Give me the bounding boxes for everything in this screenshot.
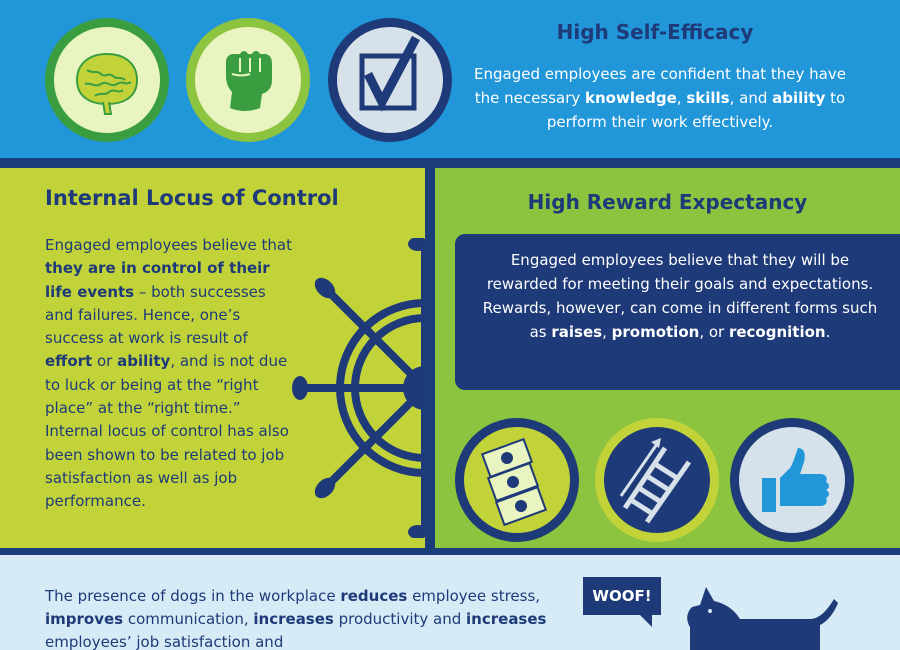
reward-box: Engaged employees believe that they will… (455, 234, 900, 390)
ship-wheel-icon (292, 238, 425, 538)
check-circle (328, 18, 452, 142)
dogs-text: The presence of dogs in the workplace re… (45, 587, 547, 650)
raised-fist-icon (226, 51, 272, 111)
brain-icon (75, 52, 139, 115)
locus-section: Internal Locus of Control Engaged employ… (0, 168, 425, 548)
woof-bubble-tail (640, 615, 652, 627)
thumb-circle (730, 418, 854, 542)
reward-text: Engaged employees believe that they will… (482, 251, 878, 341)
reward-section: High Reward Expectancy Engaged employees… (435, 168, 900, 548)
locus-text: Engaged employees believe that they are … (45, 236, 293, 511)
checkbox-icon (359, 35, 420, 112)
locus-title: Internal Locus of Control (45, 186, 339, 210)
ladder-circle (595, 418, 719, 542)
dog-icon (687, 587, 838, 650)
reward-title: High Reward Expectancy (527, 190, 808, 214)
money-icon (480, 437, 548, 527)
self-efficacy-title: High Self-Efficacy (556, 20, 754, 44)
woof-bubble: WOOF! (583, 577, 661, 615)
money-circle (455, 418, 579, 542)
thumbs-up-icon (762, 448, 829, 512)
ladder-icon (619, 438, 692, 524)
self-efficacy-section: High Self-Efficacy Engaged employees are… (0, 0, 900, 158)
self-efficacy-text: Engaged employees are confident that the… (474, 65, 846, 131)
fist-circle (186, 18, 310, 142)
brain-circle (45, 18, 169, 142)
dogs-section: The presence of dogs in the workplace re… (0, 555, 900, 650)
